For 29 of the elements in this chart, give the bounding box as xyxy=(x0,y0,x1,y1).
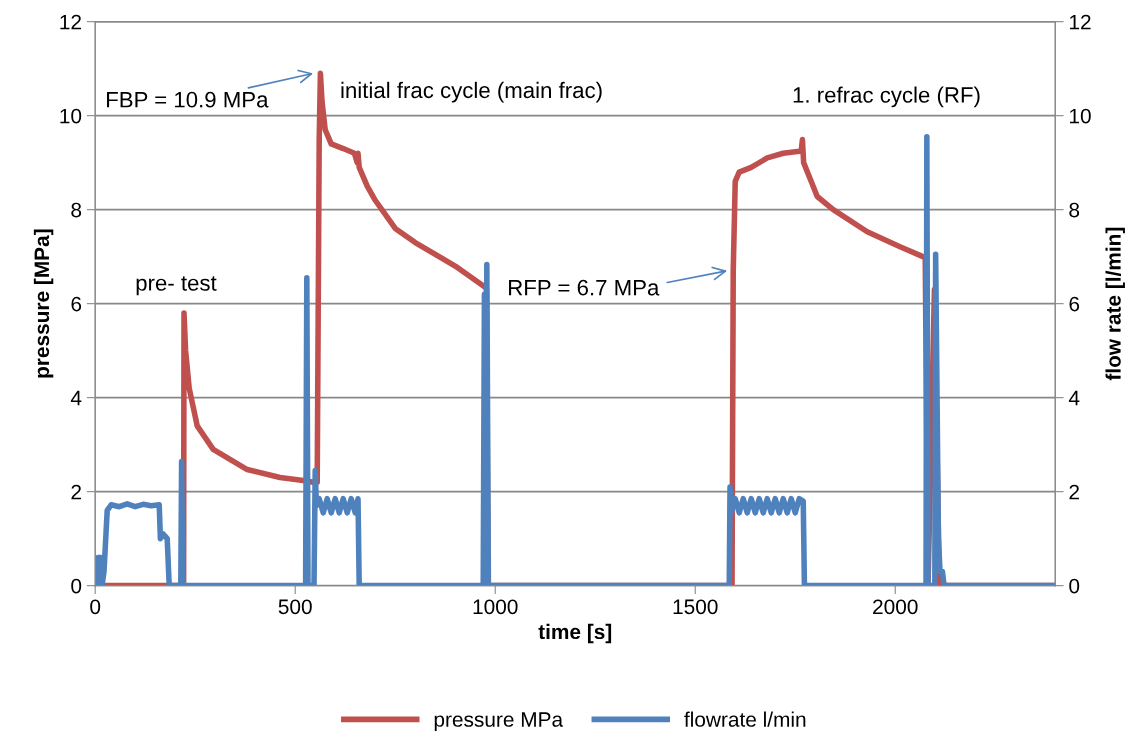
x-tick-label: 500 xyxy=(278,599,312,615)
legend-label: pressure MPa xyxy=(434,712,564,731)
x-tick-label: 1000 xyxy=(473,599,518,615)
y-tick-label: 8 xyxy=(71,202,82,218)
y-tick-label: 12 xyxy=(60,14,81,30)
y2-tick-label: 0 xyxy=(1069,578,1080,594)
x-tick-label: 0 xyxy=(90,599,101,615)
y2-tick-label: 10 xyxy=(1070,108,1091,124)
annotation: RFP = 6.7 MPa xyxy=(509,279,660,296)
annotation: FBP = 10.9 MPa xyxy=(107,91,269,108)
y-tick-label: 2 xyxy=(71,484,81,500)
x-tick-label: 1500 xyxy=(673,599,718,615)
y2-axis-title: flow rate [l/min] xyxy=(1105,227,1125,381)
x-axis-title: time [s] xyxy=(538,623,612,644)
y2-tick-label: 4 xyxy=(1068,390,1080,406)
y2-tick-label: 2 xyxy=(1069,484,1079,500)
y-axis-title: pressure [MPa] xyxy=(33,229,54,378)
y-tick-label: 0 xyxy=(71,578,82,594)
annotation: initial frac cycle (main frac) xyxy=(341,81,602,103)
y2-tick-label: 8 xyxy=(1069,202,1080,218)
x-tick-label: 2000 xyxy=(873,599,918,615)
y2-tick-label: 12 xyxy=(1070,14,1091,30)
annotation: pre- test xyxy=(136,276,217,296)
legend-label: flowrate l/min xyxy=(684,711,806,727)
y-tick-label: 4 xyxy=(70,390,82,406)
y-tick-label: 6 xyxy=(71,296,82,312)
y2-tick-label: 6 xyxy=(1069,296,1080,312)
y-tick-label: 10 xyxy=(60,108,82,124)
annotation: 1. refrac cycle (RF) xyxy=(793,86,980,108)
